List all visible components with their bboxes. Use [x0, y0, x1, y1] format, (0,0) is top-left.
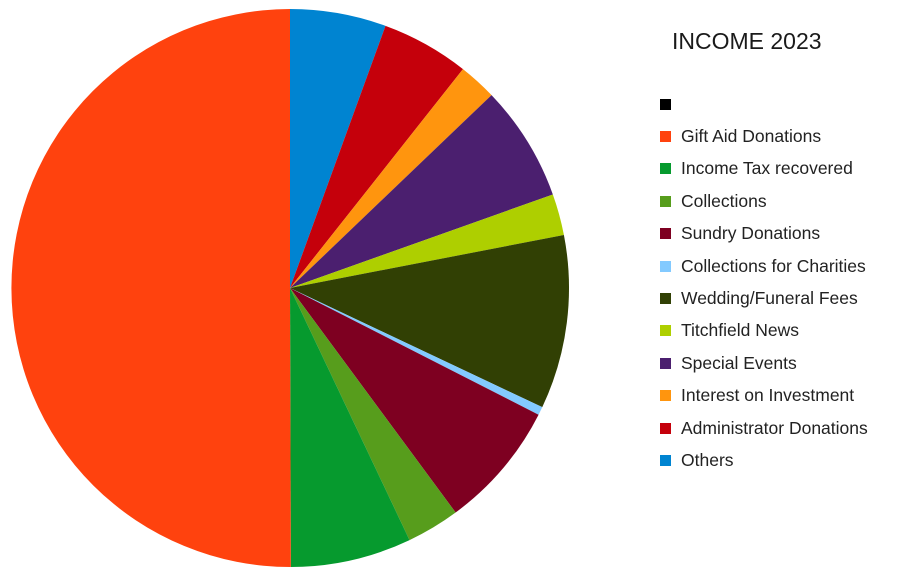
legend-swatch	[660, 390, 671, 402]
legend-label: Others	[681, 449, 734, 470]
legend-label: Income Tax recovered	[681, 158, 853, 179]
pie-slice-administrator-donations	[290, 25, 463, 289]
legend-swatch	[660, 260, 671, 272]
legend-item: Titchfield News	[660, 315, 868, 347]
legend-label: Collections	[681, 190, 767, 211]
legend-label: Administrator Donations	[681, 417, 868, 438]
pie-slice-income-tax-recovered	[290, 288, 410, 567]
legend-item: Interest on Investment	[660, 380, 868, 412]
pie-slice-collections-for-charities	[290, 288, 543, 415]
legend-item: Collections	[660, 185, 868, 217]
legend-item: Sundry Donations	[660, 218, 868, 250]
legend-swatch	[660, 357, 671, 369]
legend-label: Interest on Investment	[681, 385, 855, 406]
legend-item: Income Tax recovered	[660, 153, 868, 185]
pie-slice-special-events	[290, 95, 553, 288]
pie-slice-collections	[290, 288, 456, 541]
legend-item: Special Events	[660, 347, 868, 379]
legend-swatch	[660, 131, 671, 143]
legend-item: Administrator Donations	[660, 412, 868, 444]
legend-label: Sundry Donations	[681, 223, 821, 244]
legend-swatch	[660, 422, 671, 434]
legend-label: Wedding/Funeral Fees	[681, 288, 858, 309]
legend-label: Titchfield News	[681, 320, 799, 341]
pie-slice-interest-on-investment	[290, 69, 492, 288]
legend-swatch	[660, 195, 671, 207]
legend-swatch	[660, 454, 671, 466]
legend-label: Collections for Charities	[681, 255, 866, 276]
legend-swatch	[660, 325, 671, 337]
legend-item	[660, 88, 868, 120]
pie-slice-others	[290, 9, 386, 288]
legend-item: Gift Aid Donations	[660, 120, 868, 152]
legend-label: Special Events	[681, 352, 797, 373]
legend-swatch	[660, 98, 671, 110]
pie-slice-wedding-funeral-fees	[290, 234, 569, 408]
pie-slice-sundry-donations	[290, 288, 539, 513]
legend-swatch	[660, 163, 671, 175]
legend: Gift Aid Donations Income Tax recovered Co…	[660, 88, 868, 477]
legend-swatch	[660, 228, 671, 240]
legend-label: Gift Aid Donations	[681, 126, 822, 147]
legend-item: Wedding/Funeral Fees	[660, 282, 868, 314]
chart-title: INCOME 2023	[672, 28, 822, 54]
legend-item: Collections for Charities	[660, 250, 868, 282]
pie-slice-gift-aid-donations	[11, 9, 291, 568]
pie-slice-titchfield-news	[290, 194, 564, 288]
legend-item: Others	[660, 444, 868, 476]
legend-swatch	[660, 293, 671, 305]
